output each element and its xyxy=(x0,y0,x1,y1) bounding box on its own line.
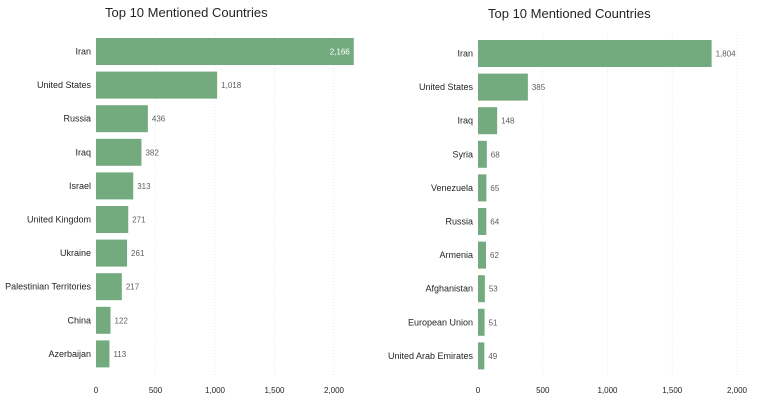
data-label: 2,166 xyxy=(330,48,351,57)
bar xyxy=(96,239,128,267)
x-tick-label: 500 xyxy=(536,386,550,395)
bar xyxy=(478,40,712,67)
category-label: Palestinian Territories xyxy=(5,282,91,292)
category-label: Russia xyxy=(63,114,91,124)
x-tick-label: 1,000 xyxy=(597,386,618,395)
data-label: 113 xyxy=(113,350,126,359)
category-label: United Arab Emirates xyxy=(388,351,474,361)
bar xyxy=(96,105,148,133)
bar xyxy=(478,107,498,135)
data-label: 1,018 xyxy=(221,81,242,90)
category-label: Afghanistan xyxy=(425,284,473,294)
category-label: European Union xyxy=(408,317,473,327)
category-label: Iraq xyxy=(75,147,91,157)
data-label: 49 xyxy=(488,352,497,361)
category-label: United Kingdom xyxy=(27,215,91,225)
data-label: 53 xyxy=(489,285,498,294)
bar xyxy=(478,208,487,235)
category-label: Azerbaijan xyxy=(48,349,91,359)
chart-title: Top 10 Mentioned Countries xyxy=(488,6,651,21)
x-tick-label: 2,000 xyxy=(324,386,345,395)
data-label: 261 xyxy=(131,249,145,258)
category-label: Iran xyxy=(75,47,91,57)
bar xyxy=(478,308,485,336)
category-label: Armenia xyxy=(439,250,473,260)
data-label: 148 xyxy=(501,117,515,126)
data-label: 382 xyxy=(145,148,159,157)
data-label: 436 xyxy=(152,115,166,124)
data-label: 68 xyxy=(491,150,500,159)
chart-right: 0 500 1,000 1,500 2,000 Top 10 Mentioned Coun… xyxy=(388,6,748,395)
data-label: 64 xyxy=(490,218,499,227)
data-label: 122 xyxy=(115,316,129,325)
bar xyxy=(96,71,218,99)
bar xyxy=(96,306,111,334)
x-tick-label: 2,000 xyxy=(727,386,748,395)
bar xyxy=(96,273,122,301)
bar xyxy=(96,172,134,200)
x-tick-label: 0 xyxy=(94,386,99,395)
bar xyxy=(96,340,110,368)
category-label: Venezuela xyxy=(431,183,473,193)
category-label: China xyxy=(67,315,91,325)
data-label: 271 xyxy=(132,216,146,225)
chart-title: Top 10 Mentioned Countries xyxy=(105,5,268,20)
bar xyxy=(478,140,487,168)
bar xyxy=(478,174,487,202)
bar xyxy=(478,73,528,101)
bar xyxy=(96,138,142,166)
data-label: 1,804 xyxy=(716,50,737,59)
bar xyxy=(96,206,129,233)
bar xyxy=(96,38,354,65)
chart-left: 0 500 1,000 1,500 2,000 Top 10 Mentioned Coun… xyxy=(5,5,354,395)
category-label: United States xyxy=(419,82,474,92)
x-tick-label: 500 xyxy=(149,386,163,395)
data-label: 62 xyxy=(490,251,499,260)
category-label: Russia xyxy=(445,217,473,227)
category-label: Ukraine xyxy=(60,248,91,258)
data-label: 217 xyxy=(126,283,140,292)
x-tick-label: 1,500 xyxy=(264,386,285,395)
bar xyxy=(478,342,485,370)
data-label: 313 xyxy=(137,182,151,191)
category-label: United States xyxy=(37,80,92,90)
bar xyxy=(478,275,485,303)
category-label: Israel xyxy=(69,181,91,191)
category-label: Iraq xyxy=(457,116,473,126)
bar xyxy=(478,241,487,269)
x-tick-label: 1,500 xyxy=(662,386,683,395)
category-label: Syria xyxy=(452,149,473,159)
x-tick-label: 0 xyxy=(476,386,481,395)
data-label: 65 xyxy=(490,184,499,193)
data-label: 385 xyxy=(532,83,546,92)
category-label: Iran xyxy=(457,49,473,59)
x-tick-label: 1,000 xyxy=(205,386,226,395)
data-label: 51 xyxy=(489,318,498,327)
